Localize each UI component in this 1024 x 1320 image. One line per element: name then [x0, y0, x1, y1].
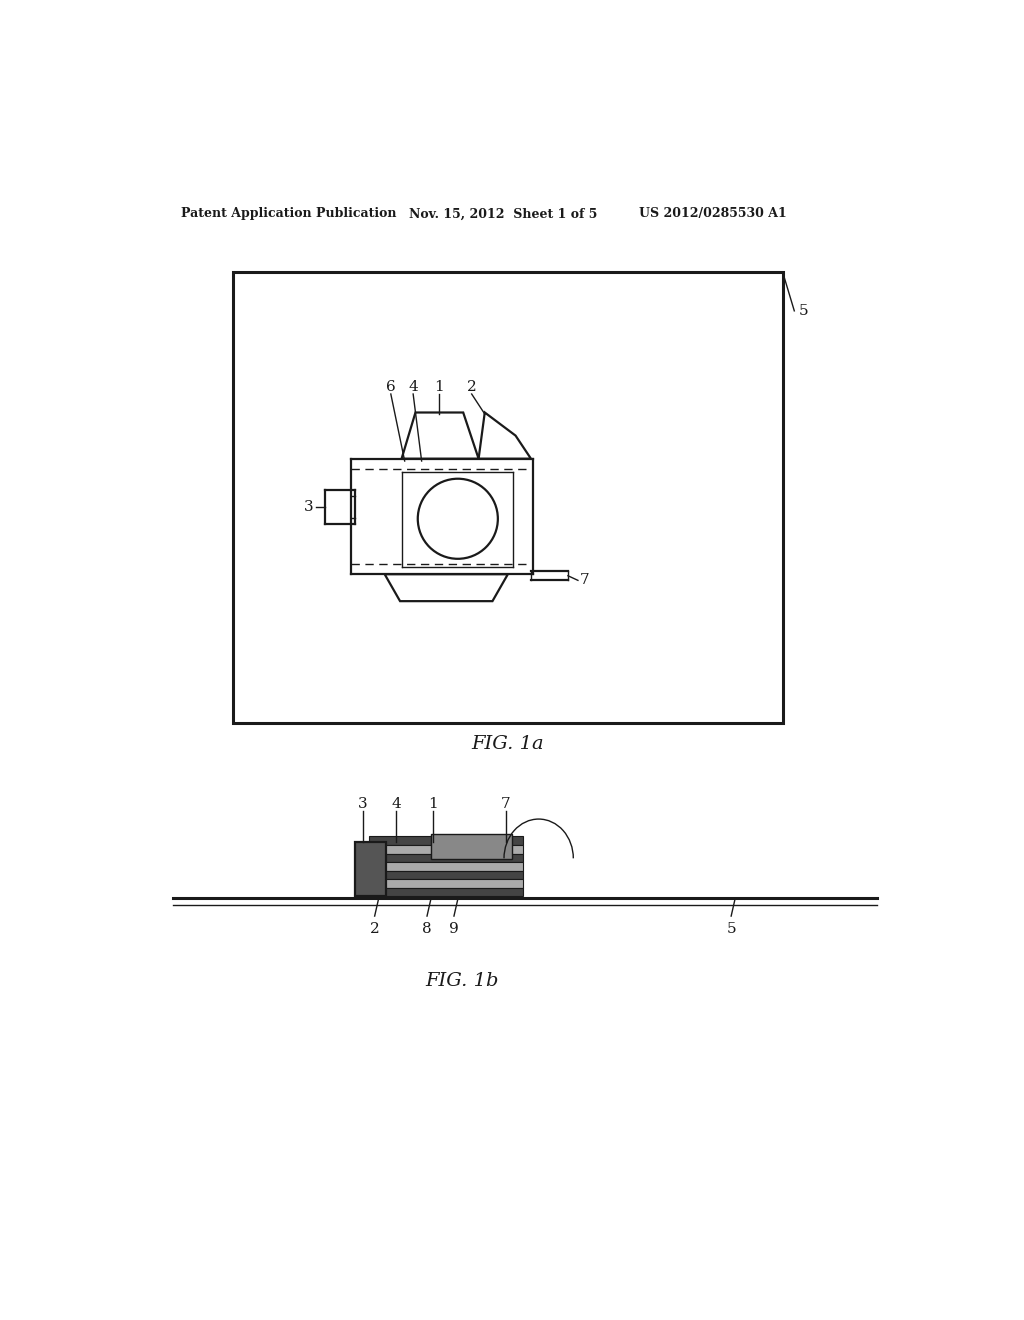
Text: Nov. 15, 2012  Sheet 1 of 5: Nov. 15, 2012 Sheet 1 of 5 [410, 207, 598, 220]
Bar [370, 879, 523, 887]
Text: 1: 1 [434, 380, 443, 395]
Text: 3: 3 [304, 500, 313, 515]
Text: 4: 4 [409, 380, 418, 395]
Text: 3: 3 [358, 797, 368, 812]
Text: 5: 5 [799, 304, 809, 318]
Bar [370, 845, 523, 854]
Text: 5: 5 [726, 923, 736, 936]
Text: 7: 7 [501, 797, 510, 812]
Text: 2: 2 [467, 380, 476, 395]
Bar [370, 871, 523, 879]
Text: FIG. 1b: FIG. 1b [425, 972, 499, 990]
Bar [370, 854, 523, 862]
Bar [370, 887, 523, 896]
Bar [431, 834, 512, 859]
Bar [370, 862, 523, 871]
Bar [370, 836, 523, 845]
Text: 8: 8 [422, 923, 432, 936]
Bar [233, 272, 782, 723]
Text: 4: 4 [391, 797, 401, 812]
Text: 9: 9 [450, 923, 459, 936]
Text: 1: 1 [428, 797, 438, 812]
Bar [355, 842, 386, 896]
Text: Patent Application Publication: Patent Application Publication [180, 207, 396, 220]
Text: 6: 6 [386, 380, 395, 395]
Text: 2: 2 [370, 923, 380, 936]
Text: US 2012/0285530 A1: US 2012/0285530 A1 [639, 207, 786, 220]
Text: FIG. 1a: FIG. 1a [471, 735, 544, 752]
Text: 7: 7 [580, 573, 589, 587]
